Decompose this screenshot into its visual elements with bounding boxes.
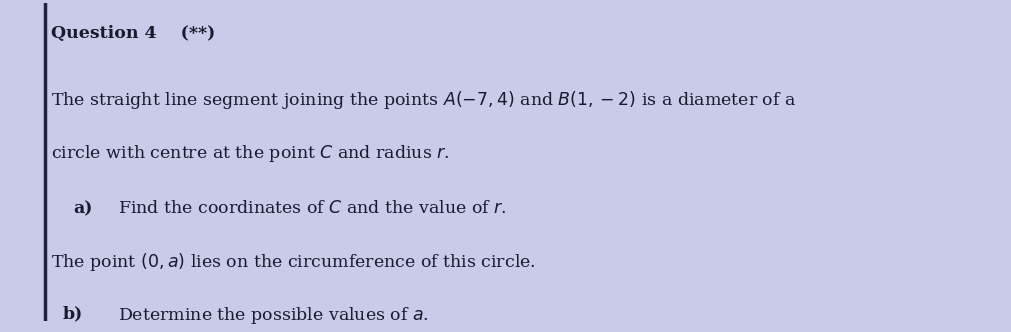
Text: a): a)	[73, 200, 93, 217]
Text: Question 4    (**): Question 4 (**)	[51, 25, 215, 42]
Text: The straight line segment joining the points $A(-7,4)$ and $B(1,-2)$ is a diamet: The straight line segment joining the po…	[51, 89, 797, 111]
Text: The point $(0,a)$ lies on the circumference of this circle.: The point $(0,a)$ lies on the circumfere…	[51, 251, 536, 273]
Text: Determine the possible values of $a$.: Determine the possible values of $a$.	[118, 305, 430, 326]
Text: circle with centre at the point $C$ and radius $r$.: circle with centre at the point $C$ and …	[51, 143, 450, 164]
Text: Find the coordinates of $C$ and the value of $r$.: Find the coordinates of $C$ and the valu…	[118, 200, 508, 217]
Text: b): b)	[63, 305, 83, 322]
